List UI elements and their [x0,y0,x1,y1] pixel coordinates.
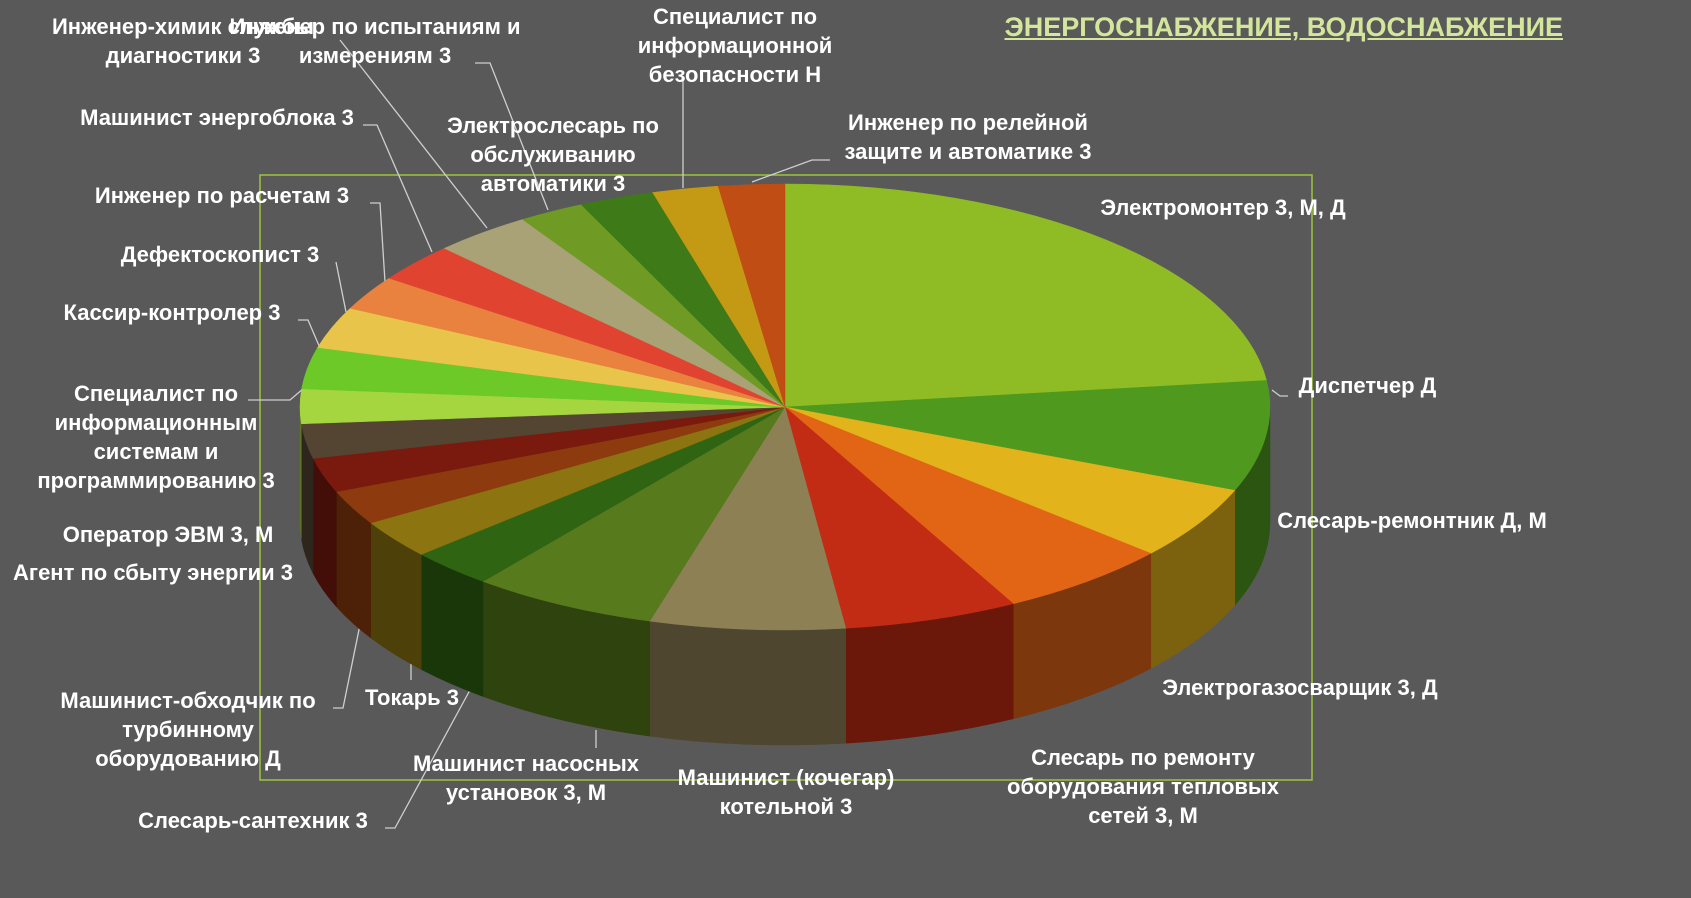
slice-label: Токарь 3 [364,685,460,710]
leader-line [333,614,363,709]
slice-label: Инженер по испытаниям и измерениям 3 [229,14,521,68]
leader-lines [248,39,1288,829]
slice [717,183,786,408]
slice-label: Слесарь-сантехник 3 [138,808,368,833]
slice-label: Машинист насосных установок 3, М [412,751,640,805]
slice-label: Электромонтер 3, М, Д [1100,195,1346,220]
slice-label: Электрогазосварщик 3, Д [1162,675,1438,700]
leader-line [370,202,386,283]
slice-label: Кассир-контролер 3 [63,300,281,325]
leader-line [751,159,830,183]
slice [649,406,847,631]
slice-label: Инженер по релейной защите и автоматике … [844,110,1092,164]
slice-label: Слесарь-ремонтник Д, М [1277,508,1547,533]
leader-line [298,319,321,349]
leader-line [248,387,305,401]
slice-label: Машинист энергоблока 3 [80,105,354,130]
leader-line [335,261,347,313]
slice [784,406,1014,629]
leader-line [385,689,471,829]
slice-label: Инженер по расчетам 3 [94,183,350,208]
pie-tops [299,183,1271,631]
leader-line [363,124,433,253]
chart-title: ЭНЕРГОСНАБЖЕНИЕ, ВОДОСНАБЖЕНИЕ [1004,12,1564,42]
leader-line [1271,389,1288,397]
slice [784,406,1236,554]
slice [784,406,1152,605]
pie-sides [299,406,1271,746]
slice-label: Машинист-обходчик по турбинному оборудов… [60,688,316,771]
slice-side [649,620,847,746]
slice-label: Электрослесарь по обслуживанию автоматик… [447,113,659,196]
slice [482,406,786,622]
slice-label: Специалист по информационным системам и … [37,381,275,493]
slice-label: Слесарь по ремонту оборудования тепловых… [1007,745,1279,828]
leader-line [339,39,488,229]
slice-label: Специалист по информационной безопасност… [637,4,833,87]
slice-label: Дефектоскопист 3 [120,242,320,267]
slice-label: Машинист (кочегар) котельной 3 [677,765,895,819]
plot-frame [259,174,1313,781]
slice-label: Оператор ЭВМ 3, М [62,522,274,547]
slice [784,183,1267,408]
slice-label: Агент по сбыту энергии 3 [13,560,293,585]
slice [784,380,1271,491]
slice-label: Инженер-химик службы диагностики 3 [51,14,314,68]
leader-line [475,62,549,211]
slice-label: Диспетчер Д [1298,373,1437,398]
